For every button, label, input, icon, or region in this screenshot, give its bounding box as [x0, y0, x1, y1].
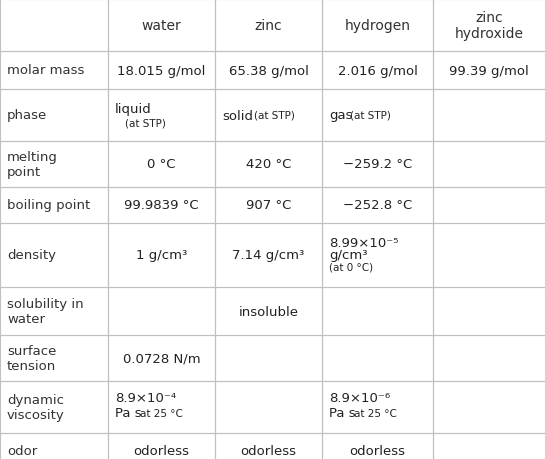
Text: (at STP): (at STP) [255, 111, 295, 121]
Text: 8.99×10⁻⁵: 8.99×10⁻⁵ [329, 237, 398, 250]
Bar [108, 90, 215, 142]
Bar [433, 188, 545, 224]
Text: −259.2 °C: −259.2 °C [343, 158, 412, 171]
Bar [433, 433, 545, 459]
Bar [0, 142, 108, 188]
Text: 8.9×10⁻⁴: 8.9×10⁻⁴ [115, 392, 176, 405]
Bar [0, 224, 108, 287]
Text: boiling point: boiling point [7, 199, 90, 212]
Text: hydrogen: hydrogen [344, 19, 410, 33]
Bar [215, 287, 322, 335]
Bar [215, 52, 322, 90]
Text: 0.0728 N/m: 0.0728 N/m [123, 352, 201, 365]
Text: 2.016 g/mol: 2.016 g/mol [337, 64, 417, 77]
Bar [433, 335, 545, 381]
Text: Pa s: Pa s [115, 407, 142, 420]
Bar [322, 52, 433, 90]
Bar [108, 381, 215, 433]
Bar [108, 224, 215, 287]
Text: 8.9×10⁻⁶: 8.9×10⁻⁶ [329, 392, 390, 405]
Text: (at STP): (at STP) [350, 111, 391, 121]
Bar [322, 188, 433, 224]
Bar [322, 433, 433, 459]
Text: gas: gas [329, 109, 353, 122]
Text: insoluble: insoluble [239, 305, 299, 318]
Text: solid: solid [222, 109, 253, 122]
Bar [215, 381, 322, 433]
Text: 1 g/cm³: 1 g/cm³ [136, 249, 187, 262]
Bar [215, 0, 322, 52]
Bar [0, 188, 108, 224]
Bar [215, 142, 322, 188]
Bar [322, 0, 433, 52]
Bar [215, 335, 322, 381]
Bar [108, 0, 215, 52]
Bar [0, 0, 108, 52]
Bar [215, 90, 322, 142]
Text: odor: odor [7, 444, 37, 458]
Bar [0, 433, 108, 459]
Bar [322, 335, 433, 381]
Text: odorless: odorless [240, 444, 296, 458]
Bar [0, 381, 108, 433]
Text: at 25 °C: at 25 °C [140, 408, 183, 418]
Bar [0, 90, 108, 142]
Bar [108, 188, 215, 224]
Bar [433, 142, 545, 188]
Text: 0 °C: 0 °C [147, 158, 175, 171]
Text: zinc
hydroxide: zinc hydroxide [455, 11, 524, 41]
Text: dynamic
viscosity: dynamic viscosity [7, 393, 65, 421]
Text: odorless: odorless [349, 444, 405, 458]
Bar [0, 335, 108, 381]
Bar [322, 381, 433, 433]
Text: g/cm³: g/cm³ [329, 249, 367, 262]
Text: liquid: liquid [115, 102, 152, 115]
Text: 18.015 g/mol: 18.015 g/mol [117, 64, 205, 77]
Bar [108, 433, 215, 459]
Text: zinc: zinc [255, 19, 282, 33]
Bar [215, 224, 322, 287]
Bar [108, 142, 215, 188]
Bar [433, 0, 545, 52]
Text: water: water [142, 19, 181, 33]
Bar [433, 287, 545, 335]
Text: molar mass: molar mass [7, 64, 84, 77]
Text: −252.8 °C: −252.8 °C [343, 199, 412, 212]
Text: Pa s: Pa s [329, 407, 356, 420]
Bar [322, 287, 433, 335]
Bar [433, 381, 545, 433]
Text: 65.38 g/mol: 65.38 g/mol [228, 64, 308, 77]
Text: odorless: odorless [134, 444, 190, 458]
Bar [322, 142, 433, 188]
Text: 99.9839 °C: 99.9839 °C [124, 199, 199, 212]
Text: (at STP): (at STP) [125, 118, 166, 128]
Text: 99.39 g/mol: 99.39 g/mol [449, 64, 529, 77]
Bar [322, 90, 433, 142]
Bar [215, 188, 322, 224]
Bar [215, 433, 322, 459]
Text: melting
point: melting point [7, 151, 58, 179]
Text: at 25 °C: at 25 °C [354, 408, 397, 418]
Bar [433, 90, 545, 142]
Bar [108, 52, 215, 90]
Text: 907 °C: 907 °C [246, 199, 291, 212]
Bar [433, 224, 545, 287]
Text: solubility in
water: solubility in water [7, 297, 83, 325]
Text: (at 0 °C): (at 0 °C) [329, 263, 373, 272]
Bar [433, 52, 545, 90]
Bar [0, 287, 108, 335]
Text: 420 °C: 420 °C [246, 158, 291, 171]
Bar [322, 224, 433, 287]
Text: 7.14 g/cm³: 7.14 g/cm³ [232, 249, 305, 262]
Text: density: density [7, 249, 56, 262]
Bar [108, 287, 215, 335]
Bar [0, 52, 108, 90]
Bar [108, 335, 215, 381]
Text: surface
tension: surface tension [7, 344, 56, 372]
Text: phase: phase [7, 109, 47, 122]
